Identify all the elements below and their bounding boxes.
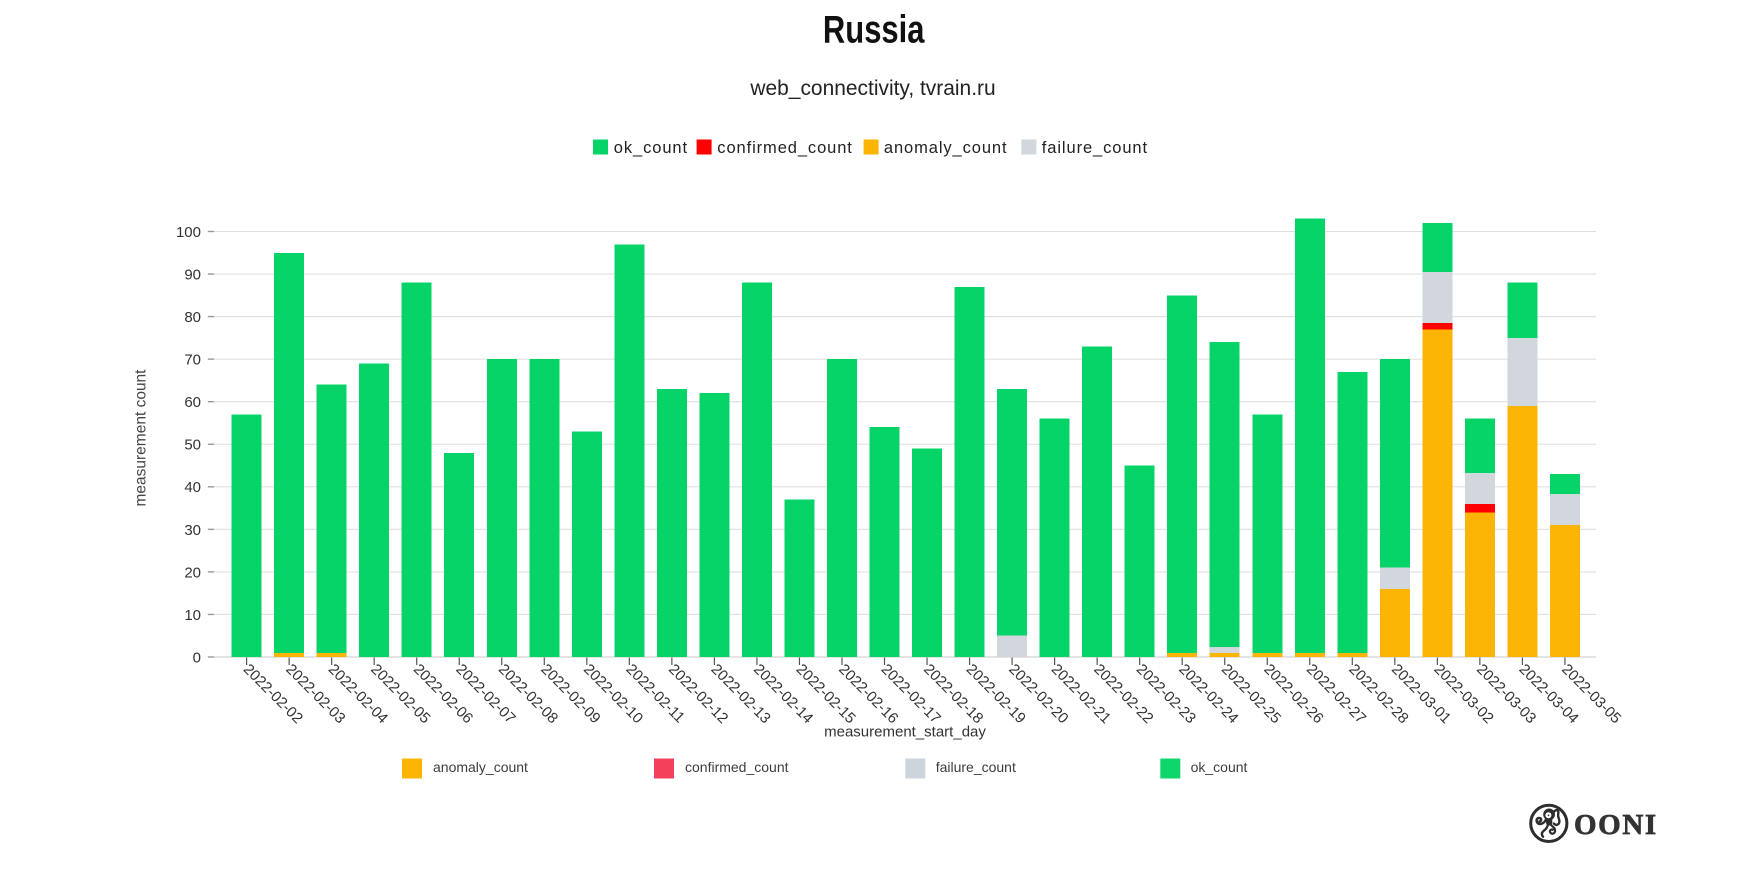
svg-text:anomaly_count: anomaly_count [433,759,528,775]
svg-text:confirmed_count: confirmed_count [685,759,789,775]
svg-text:failure_count: failure_count [936,759,1016,775]
svg-text:anomaly_count: anomaly_count [884,139,1008,157]
svg-text:30: 30 [184,522,201,539]
svg-text:OONI: OONI [1574,809,1658,841]
svg-text:40: 40 [184,479,201,496]
svg-text:70: 70 [184,352,201,369]
svg-text:80: 80 [184,309,201,326]
svg-text:ok_count: ok_count [1191,759,1248,775]
svg-text:100: 100 [176,224,201,241]
svg-text:failure_count: failure_count [1042,139,1148,157]
svg-text:measurement count: measurement count [132,369,149,507]
svg-text:60: 60 [184,394,201,411]
svg-text:web_connectivity, tvrain.ru: web_connectivity, tvrain.ru [749,77,995,100]
svg-text:20: 20 [184,564,201,581]
svg-text:10: 10 [184,607,201,624]
svg-text:0: 0 [193,649,201,666]
svg-text:90: 90 [184,266,201,283]
svg-text:measurement_start_day: measurement_start_day [824,724,986,741]
svg-text:confirmed_count: confirmed_count [717,139,853,157]
svg-text:Russia: Russia [823,8,925,51]
svg-text:ok_count: ok_count [614,139,688,157]
svg-text:50: 50 [184,437,201,454]
